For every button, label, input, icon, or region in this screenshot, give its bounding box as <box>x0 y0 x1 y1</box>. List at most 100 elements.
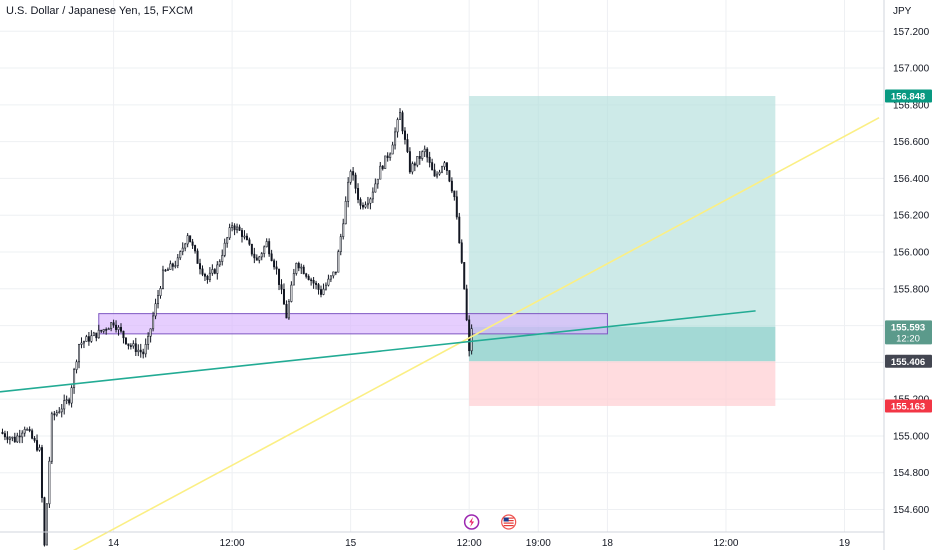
candle-body <box>280 284 283 290</box>
candle-body <box>95 332 98 339</box>
candle-body <box>399 112 402 120</box>
candle-body <box>40 447 43 498</box>
target-price-tag-text: 156.848 <box>891 92 925 103</box>
candle-body <box>78 344 81 363</box>
candle-body <box>413 163 416 166</box>
candle-body <box>300 266 303 269</box>
candle-body <box>374 183 377 193</box>
last-price-tag <box>885 320 932 345</box>
candle-body <box>386 155 389 158</box>
candle-body <box>144 344 147 355</box>
candle-body <box>290 284 293 302</box>
candle-body <box>184 243 187 249</box>
candle-body <box>307 276 310 281</box>
candle-body <box>347 181 350 202</box>
flag-icon-circle <box>501 514 517 530</box>
candle-body <box>445 162 448 171</box>
candle-body <box>349 171 352 183</box>
flag-stripe <box>503 520 514 522</box>
candle-body <box>250 243 253 255</box>
candle-body <box>458 216 461 244</box>
flag-stripe <box>503 522 514 524</box>
candle-body <box>189 235 192 243</box>
candle-body <box>174 265 177 267</box>
entry-price-tag-text: 155.406 <box>891 357 925 368</box>
candle-body <box>82 341 85 344</box>
stop-price-tag-text: 155.163 <box>891 401 925 412</box>
candle-body <box>302 266 305 275</box>
candle-body <box>50 413 53 462</box>
candle-body <box>87 336 90 342</box>
entry-price-tag <box>885 354 932 368</box>
candle-body <box>278 268 281 285</box>
candle-body <box>320 289 323 295</box>
candle-body <box>236 226 239 231</box>
candle-body <box>305 273 308 277</box>
candle-body <box>401 112 404 132</box>
candle-body <box>45 503 48 546</box>
chart-title: U.S. Dollar / Japanese Yen, 15, FXCM <box>6 5 193 17</box>
candle-body <box>63 400 66 410</box>
candle-body <box>85 336 88 342</box>
candle-body <box>142 351 145 355</box>
candle-body <box>433 169 436 177</box>
candle-body <box>389 153 392 158</box>
candle-body <box>421 151 424 159</box>
candle-body <box>322 288 325 295</box>
us-flag-event-icon[interactable] <box>501 514 517 530</box>
yellow-trendline[interactable] <box>64 117 880 550</box>
event-markers[interactable] <box>463 514 517 530</box>
candle-body <box>463 262 466 290</box>
candle-body <box>270 253 273 262</box>
price-tick-label: 156.800 <box>893 100 930 111</box>
candle-body <box>13 436 16 443</box>
candle-body <box>21 432 24 438</box>
candle-body <box>70 387 73 404</box>
candle-body <box>196 250 199 264</box>
candle-body <box>248 239 251 245</box>
support-zone[interactable] <box>98 313 608 335</box>
candle-body <box>359 199 362 206</box>
candle-body <box>391 144 394 155</box>
candle-body <box>408 151 411 173</box>
lightning-event-icon[interactable] <box>463 514 480 530</box>
time-tick-label: 18 <box>602 538 614 549</box>
time-axis[interactable]: 14 12:00 15 12:00 19:00 18 12:00 19 <box>108 538 850 549</box>
position-zones <box>98 96 776 406</box>
price-tick-label: 154.600 <box>893 505 930 516</box>
candle-body <box>352 171 355 176</box>
candle-body <box>233 225 236 231</box>
last-price-tag-text: 155.593 <box>891 322 925 333</box>
candle-body <box>186 235 189 245</box>
candle-body <box>58 411 61 414</box>
candle-body <box>406 139 409 152</box>
lightning-bolt-shape <box>469 517 475 527</box>
candle-body <box>73 369 76 389</box>
candle-body <box>55 412 58 416</box>
candle-body <box>376 178 379 185</box>
time-tick-label: 14 <box>108 538 120 549</box>
time-tick-label: 12:00 <box>457 538 482 549</box>
candle-body <box>371 191 374 200</box>
candle-body <box>92 332 95 337</box>
candle-body <box>181 247 184 252</box>
candle-body <box>273 260 276 268</box>
trendline-layer[interactable] <box>0 117 880 550</box>
price-tick-label: 154.800 <box>893 468 930 479</box>
candle-body <box>48 460 51 505</box>
candle-body <box>228 227 231 239</box>
candle-body <box>161 269 164 289</box>
price-tick-label: 157.000 <box>893 64 930 75</box>
teal-trendline[interactable] <box>0 310 756 393</box>
candle-body <box>468 319 471 352</box>
candle-body <box>465 288 468 321</box>
candle-body <box>260 253 263 258</box>
candle-body <box>23 429 26 434</box>
candle-body <box>147 335 150 345</box>
candle-body <box>194 245 197 252</box>
candle-body <box>115 324 118 330</box>
candle-body <box>450 180 453 192</box>
candle-body <box>426 148 429 158</box>
candle-body <box>428 156 431 163</box>
